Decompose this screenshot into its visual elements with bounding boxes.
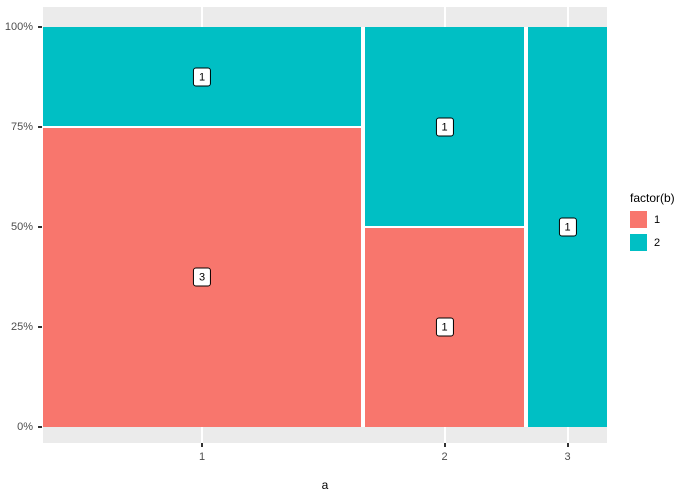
y-tick-label: 50% (10, 221, 33, 233)
x-gridline (443, 7, 446, 27)
y-tick-mark (38, 26, 42, 28)
x-tick-mark (201, 443, 203, 447)
x-tick-mark (566, 443, 569, 447)
y-tick-label: 0% (17, 421, 33, 433)
x-tick-label: 2 (441, 451, 448, 463)
legend-title: factor(b) (630, 191, 675, 205)
legend-key (630, 234, 647, 251)
segment-count-label: 1 (558, 217, 577, 237)
legend-label: 2 (654, 236, 661, 249)
segment-count-label: 1 (435, 117, 454, 137)
x-gridline (443, 427, 446, 443)
x-gridline (566, 7, 569, 27)
x-tick-label: 3 (564, 451, 571, 463)
segment-count-label: 1 (192, 67, 212, 87)
x-gridline (201, 7, 203, 27)
legend-swatch-icon (630, 234, 647, 251)
legend-swatch-icon (630, 211, 647, 228)
x-axis-title: a (321, 478, 329, 492)
legend-label: 1 (654, 213, 661, 226)
legend-entry-1: 1 (630, 211, 675, 228)
y-tick-mark (38, 426, 42, 428)
y-tick-label: 100% (4, 21, 33, 33)
y-tick-mark (38, 326, 42, 328)
panel-band-bottom (43, 427, 607, 443)
y-tick-mark (38, 226, 42, 228)
legend-key (630, 211, 647, 228)
x-tick-mark (443, 443, 446, 447)
panel-band-top (43, 7, 607, 27)
y-tick-label: 25% (10, 321, 33, 333)
x-gridline (201, 427, 203, 443)
x-tick-label: 1 (198, 451, 206, 463)
segment-count-label: 1 (435, 317, 454, 337)
segment-count-label: 3 (192, 267, 212, 287)
x-gridline (566, 427, 569, 443)
y-tick-label: 75% (10, 121, 33, 133)
y-tick-mark (38, 126, 42, 128)
legend-entry-2: 2 (630, 234, 675, 251)
